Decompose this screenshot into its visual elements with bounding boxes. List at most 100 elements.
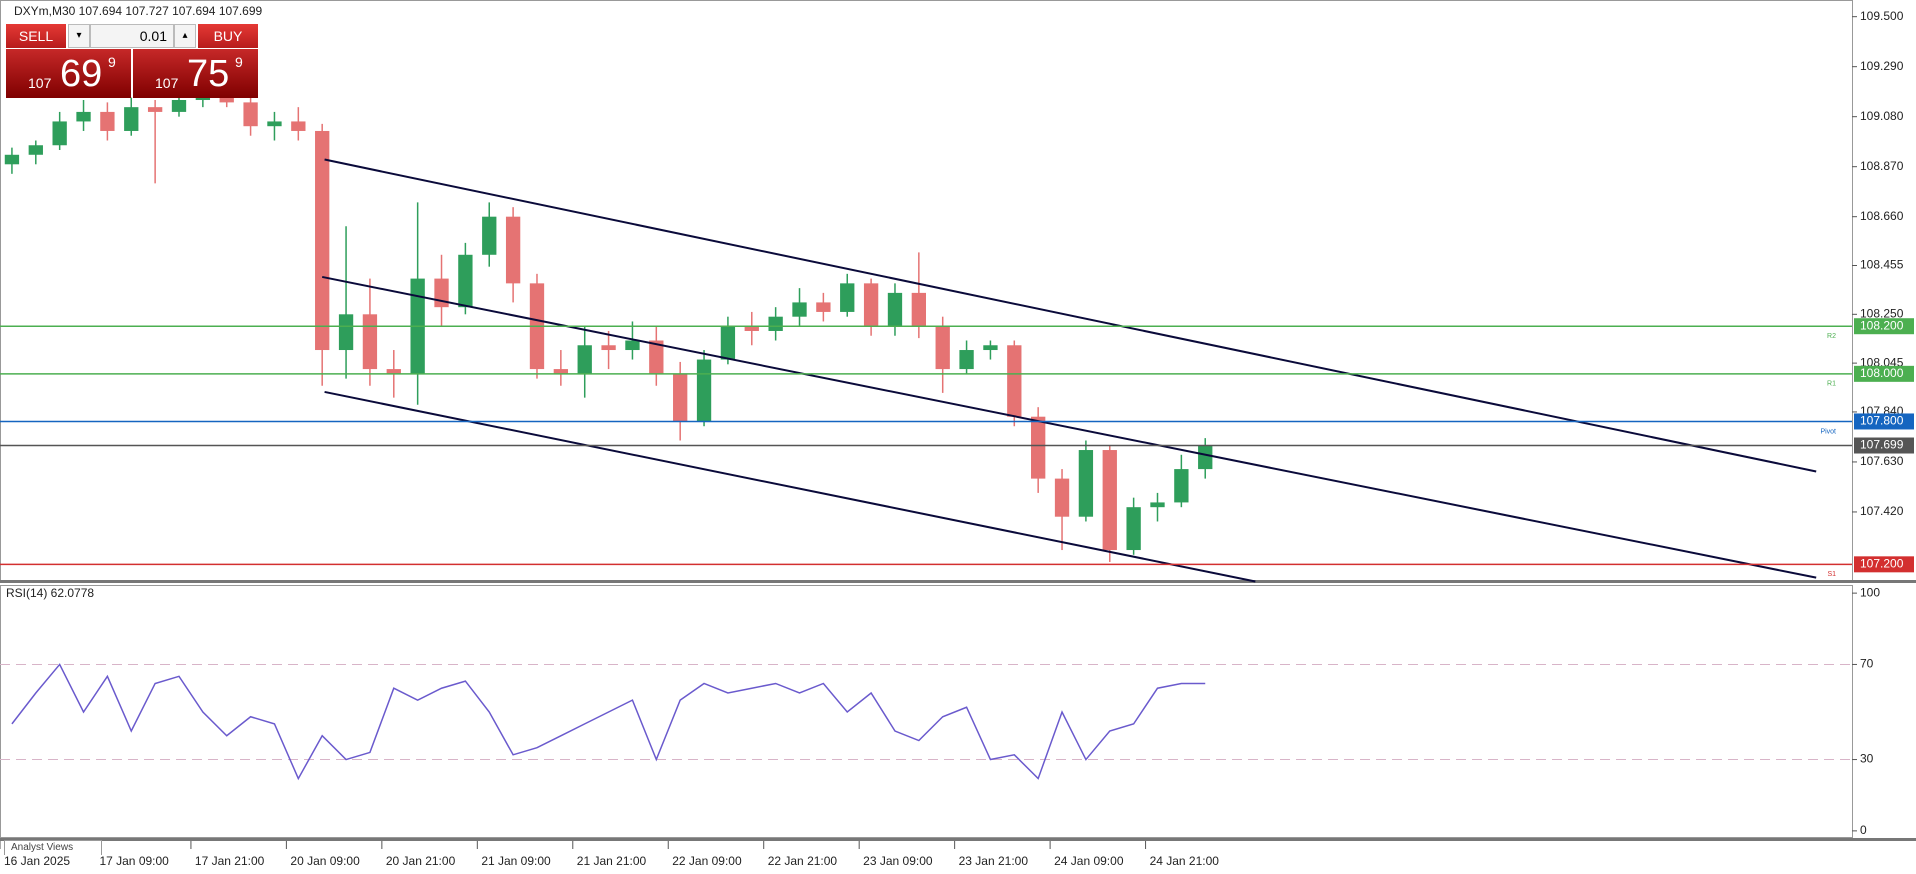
y-tick-label: 30 [1860, 752, 1874, 766]
candle-body [1054, 478, 1070, 517]
analyst-views-tab[interactable]: Analyst Views [4, 840, 102, 855]
candle-body [52, 121, 67, 146]
x-tick-label: 24 Jan 21:00 [1150, 854, 1220, 868]
level-label-box [1854, 413, 1914, 430]
candle-body [195, 97, 211, 101]
candle-body [171, 100, 187, 112]
candle-body [863, 283, 879, 327]
y-tick-label: 107.630 [1860, 454, 1904, 468]
candle-body [243, 102, 258, 127]
rsi-line [11, 663, 1206, 781]
level-label: 108.000 [1860, 366, 1904, 380]
candle-body [124, 107, 139, 131]
lot-up[interactable]: ▴ [174, 24, 196, 48]
y-tick-label: 100 [1860, 585, 1880, 599]
rsi-pane-border [0, 585, 1853, 838]
candle-body [935, 326, 950, 370]
candle-body [76, 111, 91, 122]
chart-title: DXYm,M30 107.694 107.727 107.694 107.699 [14, 4, 263, 18]
sell-price[interactable]: 107 69 9 [6, 49, 131, 98]
level-label: 107.699 [1860, 438, 1904, 452]
rsi-title: RSI(14) 62.0778 [6, 586, 94, 600]
big-figure: 107 [28, 75, 52, 91]
candle-body [840, 283, 855, 312]
candle-body [267, 121, 282, 127]
candle-body [28, 145, 43, 155]
level-label-box [1854, 365, 1914, 382]
pips: 75 [187, 53, 230, 95]
candle-body [601, 345, 616, 351]
x-tick-label: 21 Jan 21:00 [577, 854, 647, 868]
x-tick-label: 20 Jan 09:00 [290, 854, 360, 868]
candle-body [386, 369, 401, 374]
candle-body [482, 216, 497, 255]
candle-body [553, 369, 569, 374]
level-tag: S1 [1827, 571, 1836, 578]
candle-body [219, 97, 234, 103]
candle-body [505, 216, 521, 284]
y-tick-label: 108.250 [1860, 306, 1904, 320]
x-tick-label: 23 Jan 21:00 [959, 854, 1029, 868]
candle-body [1031, 416, 1046, 479]
y-tick-label: 108.045 [1860, 355, 1904, 369]
buy-price[interactable]: 107 75 9 [133, 49, 258, 98]
level-label-box [1854, 437, 1914, 454]
candle-body [1007, 345, 1022, 417]
candle-body [911, 292, 926, 327]
candle-body [1126, 507, 1141, 551]
level-label-box [1854, 318, 1914, 335]
x-tick-label: 22 Jan 21:00 [768, 854, 838, 868]
candle-body [887, 292, 903, 327]
candle-body [720, 326, 736, 360]
y-tick-label: 109.290 [1860, 59, 1904, 73]
channel-line [321, 275, 1817, 579]
candle-body [696, 359, 712, 422]
y-tick-label: 109.080 [1860, 109, 1904, 123]
candle-body [1102, 450, 1117, 551]
big-figure: 107 [155, 75, 179, 91]
y-tick-label: 0 [1860, 823, 1867, 837]
candle-body [1174, 469, 1189, 503]
candle-body [673, 373, 688, 422]
candle-body [338, 314, 354, 351]
candle-body [1150, 502, 1165, 508]
candle-body [100, 111, 115, 131]
candle-body [1078, 450, 1094, 517]
level-label: 107.200 [1860, 557, 1904, 571]
candle-body [816, 302, 831, 312]
fraction: 9 [235, 54, 243, 70]
lot-down[interactable]: ▾ [68, 24, 90, 48]
x-tick-label: 17 Jan 09:00 [99, 854, 169, 868]
y-tick-label: 108.660 [1860, 209, 1904, 223]
candle-body [744, 326, 759, 331]
fraction: 9 [108, 54, 116, 70]
candle-body [649, 340, 664, 374]
candle-body [768, 316, 783, 331]
level-label-box [1854, 556, 1914, 573]
candle-body [792, 302, 807, 317]
candle-body [362, 314, 378, 370]
x-tick-label: 17 Jan 21:00 [195, 854, 265, 868]
main-pane-border [0, 0, 1853, 581]
pips: 69 [60, 53, 103, 95]
lot-input[interactable]: 0.01 [90, 24, 174, 48]
candle-body [959, 350, 974, 370]
candle-body [1198, 445, 1213, 470]
level-label: 107.800 [1860, 414, 1904, 428]
level-tag: Pivot [1820, 428, 1836, 435]
x-tick-label: 22 Jan 09:00 [672, 854, 742, 868]
candle-body [458, 254, 473, 308]
candle-body [4, 154, 20, 165]
trade-panel: SELL ▾ 0.01 ▴ BUY 107 69 9 107 75 9 [6, 24, 258, 98]
y-tick-label: 108.870 [1860, 159, 1904, 173]
sell-button[interactable]: SELL [6, 24, 66, 48]
level-tag: R2 [1827, 333, 1836, 340]
level-label: 108.200 [1860, 318, 1904, 332]
y-tick-label: 107.420 [1860, 504, 1904, 518]
candle-body [625, 340, 640, 351]
buy-button[interactable]: BUY [198, 24, 258, 48]
x-tick-label: 21 Jan 09:00 [481, 854, 551, 868]
x-tick-label: 16 Jan 2025 [4, 854, 70, 868]
